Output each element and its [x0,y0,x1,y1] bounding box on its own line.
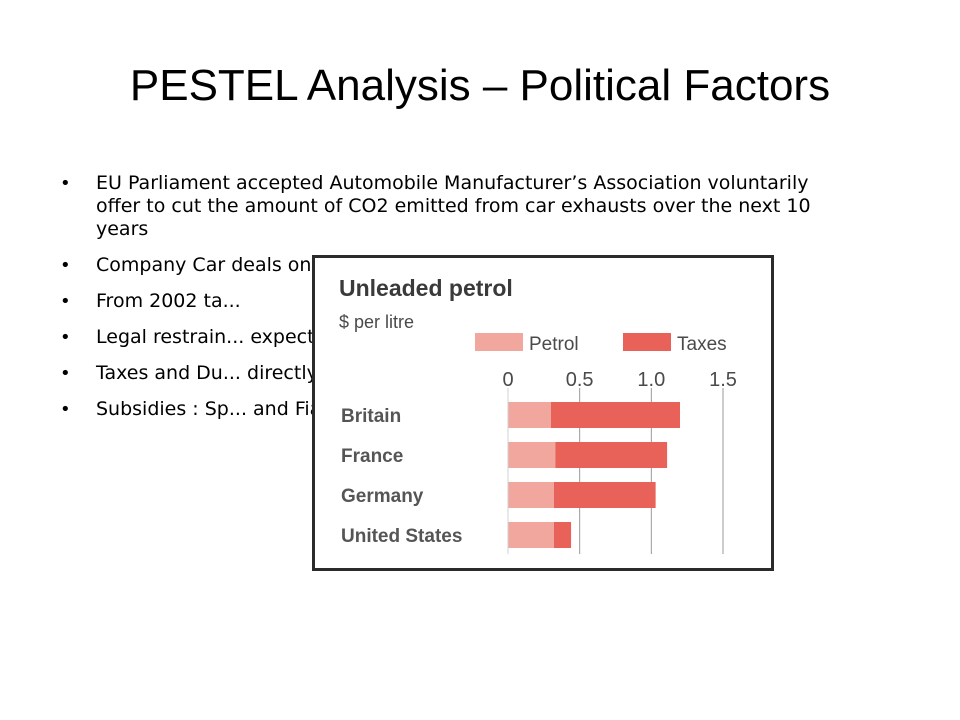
bullet-dot-icon: • [60,173,71,194]
legend-label-petrol: Petrol [529,334,579,355]
bullet-dot-icon: • [60,291,71,312]
bar-taxes [553,522,572,548]
bar-petrol [508,442,556,468]
slide-title: PESTEL Analysis – Political Factors [129,61,831,110]
x-tick-label: 0.5 [566,369,594,391]
bar-petrol [508,482,554,508]
bullet-text: EU Parliament accepted Automobile Manufa… [96,172,811,240]
category-label: United States [341,526,462,547]
bar-petrol [508,522,554,548]
category-label: Germany [341,486,424,507]
bullet-dot-icon: • [60,399,71,420]
chart-subtitle: $ per litre [339,312,414,332]
bullet-dot-icon: • [60,327,71,348]
bar-petrol [508,402,551,428]
bullet-item: • Subsidies : Sp... and Fiat [60,398,850,421]
petrol-chart-frame: Unleaded petrol $ per litre Petrol Taxes 0 0.… [312,255,774,571]
bar-taxes [555,442,668,468]
bullet-text: From 2002 ta... [96,290,241,312]
x-tick-label: 0 [502,369,513,391]
bar-taxes [553,482,656,508]
bullet-item: • From 2002 ta... [60,290,850,313]
bullet-text: Subsidies : Sp... and Fiat [96,398,329,420]
bullet-item: • EU Parliament accepted Automobile Manuf… [60,172,850,241]
x-tick-label: 1.0 [637,369,665,391]
chart-title: Unleaded petrol [339,275,513,301]
bullet-dot-icon: • [60,255,71,276]
petrol-chart: Unleaded petrol $ per litre Petrol Taxes 0 0.… [339,275,737,554]
legend-swatch-petrol [475,333,523,351]
legend-swatch-taxes [623,333,671,351]
category-label: Britain [341,406,401,427]
legend-label-taxes: Taxes [677,334,727,355]
category-label: France [341,446,403,467]
bullet-dot-icon: • [60,363,71,384]
x-tick-label: 1.5 [709,369,737,391]
bar-taxes [551,402,680,428]
